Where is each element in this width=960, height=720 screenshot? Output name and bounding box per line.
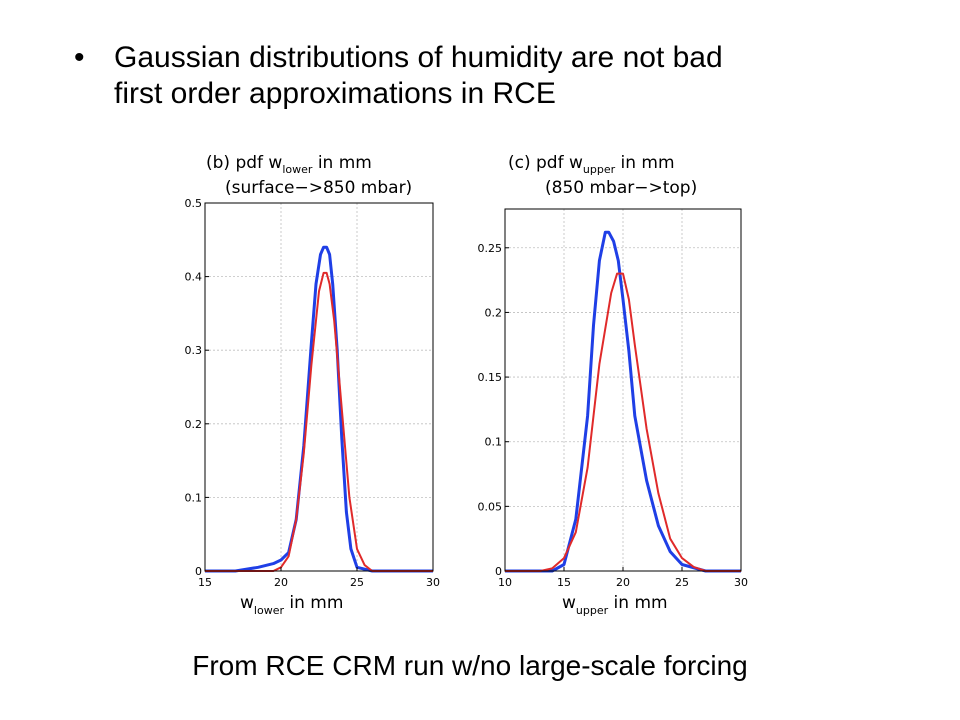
chart-b-xtick-label: 25 — [350, 576, 364, 589]
chart-b-xtick-label: 20 — [274, 576, 288, 589]
chart-c-grid — [505, 209, 741, 571]
chart-b-title-line1: (b) pdf wlower in mm — [206, 153, 372, 176]
chart-c-blue-series-line — [505, 230, 741, 573]
chart-c-xtick-label: 20 — [616, 576, 630, 589]
bullet-point: • Gaussian distributions of humidity are… — [74, 40, 914, 112]
chart-c-red-series-line — [505, 272, 741, 572]
chart-b-series — [205, 245, 433, 573]
chart-c-ytick-label: 0.1 — [485, 436, 503, 449]
chart-c-ytick-label: 0 — [495, 565, 502, 578]
chart-c-ytick-label: 0.05 — [478, 500, 503, 513]
chart-b-title-line2: (surface−>850 mbar) — [225, 178, 412, 198]
chart-c-xtick-label: 15 — [557, 576, 571, 589]
chart-panel-b: (b) pdf wlower in mm (surface−>850 mbar)… — [185, 153, 441, 617]
chart-b-ytick-label: 0.3 — [185, 344, 203, 357]
chart-b-xtick-label: 30 — [426, 576, 440, 589]
slide-caption: From RCE CRM run w/no large-scale forcin… — [192, 650, 748, 681]
chart-c-title-line1: (c) pdf wupper in mm — [508, 153, 675, 176]
chart-b-xtick-label: 15 — [198, 576, 212, 589]
chart-b-ytick-label: 0.1 — [185, 491, 203, 504]
bullet-text: Gaussian distributions of humidity are n… — [114, 41, 723, 110]
chart-b-ytick-label: 0.5 — [185, 197, 203, 210]
chart-c-ticks: 10 15 20 25 30 0 0.05 0.1 0.15 0.2 0.25 — [478, 242, 749, 589]
chart-b-ytick-label: 0.2 — [185, 418, 203, 431]
bullet-marker: • — [74, 41, 85, 74]
chart-b-axes-box — [204, 202, 434, 572]
chart-b-red-series-line — [205, 271, 433, 572]
chart-c-axes-box — [504, 208, 742, 572]
chart-b-ytick-label: 0 — [195, 565, 202, 578]
chart-panel-c: (c) pdf wupper in mm (850 mbar−>top) 10 1… — [478, 153, 749, 617]
chart-c-xtick-label: 30 — [734, 576, 748, 589]
chart-c-ytick-label: 0.15 — [478, 371, 503, 384]
chart-c-series — [505, 230, 741, 573]
chart-c-title-line2: (850 mbar−>top) — [545, 178, 697, 198]
chart-c-xtick-label: 10 — [498, 576, 512, 589]
chart-b-grid — [205, 203, 433, 571]
chart-b-xlabel: wlower in mm — [240, 593, 343, 617]
chart-c-ytick-label: 0.25 — [478, 242, 503, 255]
chart-b-blue-series-line — [205, 245, 433, 573]
chart-c-xlabel: wupper in mm — [562, 593, 668, 617]
chart-b-ticks: 15 20 25 30 0 0.1 0.2 0.3 0.4 0.5 — [185, 197, 441, 589]
chart-c-xtick-label: 25 — [675, 576, 689, 589]
chart-c-ytick-label: 0.2 — [485, 306, 503, 319]
chart-b-ytick-label: 0.4 — [185, 271, 203, 284]
